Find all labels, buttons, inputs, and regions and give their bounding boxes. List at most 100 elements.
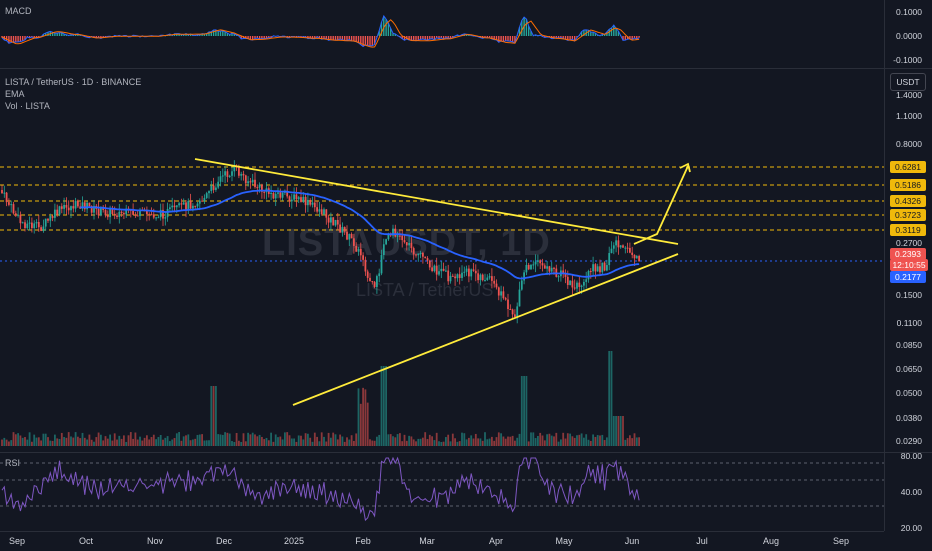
volume-bar: [192, 439, 194, 446]
candle-body: [334, 219, 337, 226]
macd-scale[interactable]: 0.1000 0.0000 -0.1000: [884, 0, 932, 68]
volume-bar: [247, 432, 249, 446]
macd-histogram-bar: [468, 34, 470, 36]
macd-histogram-bar: [307, 36, 309, 39]
volume-bar: [465, 439, 468, 446]
candle-body: [546, 266, 548, 269]
macd-histogram-bar: [373, 36, 376, 45]
macd-histogram-bar: [555, 36, 557, 38]
volume-bar: [111, 440, 114, 446]
volume-bar: [79, 438, 82, 446]
candle-body: [612, 245, 615, 249]
macd-histogram-bar: [486, 36, 488, 38]
volume-bar: [617, 416, 620, 446]
volume-bar: [185, 435, 187, 446]
volume-bar: [102, 440, 105, 446]
price-scale[interactable]: 1.4000 1.1000 0.8000 0.2700 0.1500 0.110…: [884, 69, 932, 452]
volume-bar: [284, 432, 286, 446]
macd-histogram-bar: [528, 26, 530, 36]
volume-bar: [431, 436, 433, 446]
candle-body: [37, 222, 40, 228]
volume-bar: [435, 432, 438, 446]
candle-body: [205, 193, 208, 198]
candle-body: [325, 209, 328, 218]
candle-body: [435, 265, 438, 275]
breakout-arrow[interactable]: [633, 165, 689, 245]
candle-body: [31, 222, 33, 229]
volume-bar: [612, 416, 615, 446]
macd-histogram-bar: [587, 30, 590, 36]
ascending-trendline[interactable]: [292, 253, 679, 406]
candle-body: [44, 218, 47, 227]
candle-body: [309, 199, 312, 205]
support-resistance-levels[interactable]: [0, 166, 884, 231]
macd-histogram-bar: [530, 30, 532, 36]
macd-histogram-bar: [318, 36, 321, 39]
macd-histogram-bar: [215, 29, 217, 36]
volume-legend[interactable]: Vol · LISTA: [5, 101, 50, 111]
candle-body: [290, 199, 293, 202]
volume-bar: [288, 435, 291, 446]
volume-bar: [178, 432, 180, 446]
candle-body: [355, 245, 358, 252]
volume-bar: [419, 438, 422, 446]
volume-bar: [106, 438, 109, 446]
volume-bar: [389, 434, 392, 446]
volume-bar: [362, 387, 364, 446]
descending-trendline[interactable]: [194, 158, 679, 245]
macd-histogram-bar: [583, 29, 585, 36]
volume-bar: [270, 432, 272, 446]
candle-body: [244, 175, 247, 184]
volume-bar: [42, 433, 45, 446]
candle-body: [447, 270, 450, 282]
volume-bar: [491, 436, 493, 446]
volume-bar: [573, 437, 576, 446]
macd-histogram-bar: [12, 36, 15, 42]
candle-body: [1, 190, 3, 194]
candle-body: [332, 217, 335, 226]
volume-bar: [399, 433, 401, 446]
volume-bar: [327, 432, 330, 446]
volume-bar: [300, 435, 302, 446]
candle-body: [201, 200, 203, 202]
macd-histogram-bar: [56, 33, 58, 36]
macd-histogram-bar: [567, 36, 569, 41]
volume-bar: [564, 438, 567, 446]
rsi-scale[interactable]: 80.00 40.00 20.00: [884, 451, 932, 533]
macd-histogram-bar: [47, 32, 49, 36]
volume-bar: [378, 434, 381, 446]
candle-body: [550, 267, 553, 272]
currency-unit-button[interactable]: USDT: [890, 73, 926, 91]
rsi-separator[interactable]: [0, 452, 932, 453]
symbol-title[interactable]: LISTA / TetherUS · 1D · BINANCE: [5, 77, 142, 87]
volume-bar: [297, 435, 300, 446]
candle-body: [136, 215, 139, 217]
volume-bar: [198, 434, 201, 446]
candle-body: [307, 199, 309, 206]
volume-bar: [341, 436, 344, 446]
volume-bar: [555, 432, 558, 446]
time-axis[interactable]: Sep Oct Nov Dec 2025 Feb Mar Apr May Jun…: [0, 531, 884, 551]
candle-body: [405, 242, 408, 246]
volume-bar: [265, 437, 268, 446]
macd-histogram-bar: [419, 36, 422, 40]
volume-bar: [638, 437, 640, 446]
volume-bar: [543, 440, 546, 446]
volume-bar: [479, 438, 482, 446]
macd-histogram-bar: [403, 36, 406, 41]
volume-bar: [95, 437, 98, 446]
candle-body: [507, 299, 509, 310]
volume-bar: [472, 438, 475, 446]
macd-histogram-bar: [507, 36, 509, 42]
volume-bar: [615, 416, 617, 446]
volume-bar: [408, 435, 410, 446]
ema-legend[interactable]: EMA: [5, 89, 25, 99]
volume-bar: [217, 434, 220, 446]
volume-bar: [511, 435, 514, 446]
chart-canvas[interactable]: [0, 0, 884, 531]
macd-pane[interactable]: MACD: [0, 0, 932, 68]
candle-body: [249, 181, 252, 183]
macd-separator[interactable]: [0, 68, 932, 69]
macd-histogram-bar: [74, 34, 77, 36]
macd-histogram-bar: [189, 34, 192, 36]
